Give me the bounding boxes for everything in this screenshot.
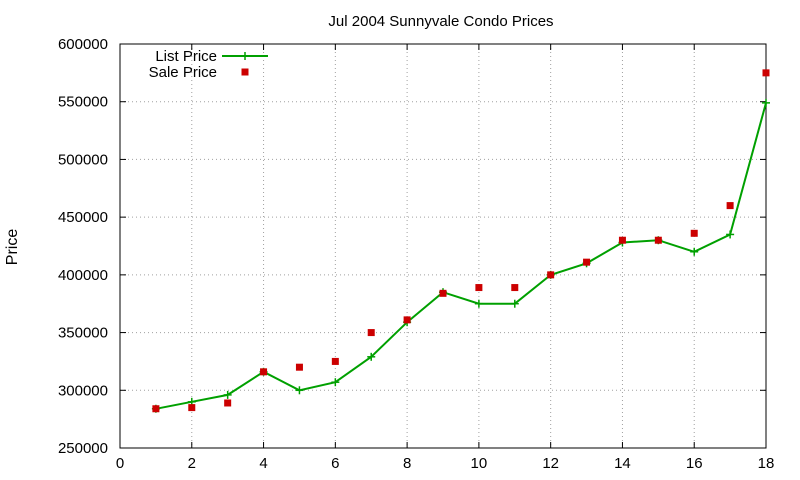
- x-tick-label: 8: [403, 455, 411, 472]
- x-tick-label: 12: [542, 455, 559, 472]
- sale-price-point: [762, 69, 770, 77]
- list-price-point: [331, 378, 340, 387]
- sale-price-point: [618, 236, 626, 244]
- sale-price-point: [331, 357, 339, 365]
- x-tick-label: 16: [686, 455, 703, 472]
- list-price-point: [690, 247, 699, 256]
- x-tick-label: 2: [188, 455, 196, 472]
- x-tick-label: 4: [259, 455, 267, 472]
- legend-swatch-marker: [241, 52, 249, 60]
- y-tick-label: 500000: [58, 151, 108, 168]
- x-tick-label: 0: [116, 455, 124, 472]
- y-tick-label: 350000: [58, 325, 108, 342]
- sale-price-point: [583, 258, 591, 266]
- legend-swatch-marker: [241, 68, 249, 76]
- sale-price-point: [547, 271, 555, 279]
- legend-label: List Price: [155, 48, 217, 65]
- sale-price-point: [188, 404, 196, 412]
- y-tick-label: 400000: [58, 267, 108, 284]
- series-layer: [151, 69, 770, 413]
- sale-price-point: [511, 284, 519, 292]
- list-price-point: [367, 352, 376, 361]
- sale-price-point: [152, 405, 160, 413]
- grid: [120, 44, 766, 448]
- series-0: [151, 98, 770, 413]
- y-tick-label: 250000: [58, 440, 108, 457]
- x-tick-label: 14: [614, 455, 631, 472]
- list-price-point: [510, 299, 519, 308]
- sale-price-point: [403, 316, 411, 324]
- y-axis-label: Price: [4, 229, 21, 266]
- sale-price-point: [224, 399, 232, 407]
- x-tick-label: 10: [471, 455, 488, 472]
- sale-price-point: [260, 368, 268, 376]
- sale-price-point: [295, 363, 303, 371]
- sale-price-point: [690, 229, 698, 237]
- list-price-point: [223, 390, 232, 399]
- plot-area: [119, 43, 767, 449]
- legend-label: Sale Price: [149, 64, 217, 81]
- sale-price-point: [726, 202, 734, 210]
- sale-price-point: [654, 236, 662, 244]
- list-price-point: [726, 230, 735, 239]
- y-tick-label: 300000: [58, 382, 108, 399]
- y-tick-label: 600000: [58, 36, 108, 53]
- y-tick-label: 550000: [58, 94, 108, 111]
- series-1: [152, 69, 770, 413]
- sale-price-point: [439, 289, 447, 297]
- list-price-point: [474, 299, 483, 308]
- list-price-point: [295, 386, 304, 395]
- x-tick-label: 18: [758, 455, 775, 472]
- list-price-point: [762, 98, 770, 107]
- y-tick-label: 450000: [58, 209, 108, 226]
- list-price-line: [155, 102, 767, 410]
- chart-title: Jul 2004 Sunnyvale Condo Prices: [328, 13, 553, 30]
- axis-ticks: 0 2 4 6 8 10 12 14 16 18 250000 300000 350000 400000 4…: [58, 36, 774, 472]
- sale-price-point: [367, 329, 375, 337]
- x-tick-label: 6: [331, 455, 339, 472]
- sale-price-point: [475, 284, 483, 292]
